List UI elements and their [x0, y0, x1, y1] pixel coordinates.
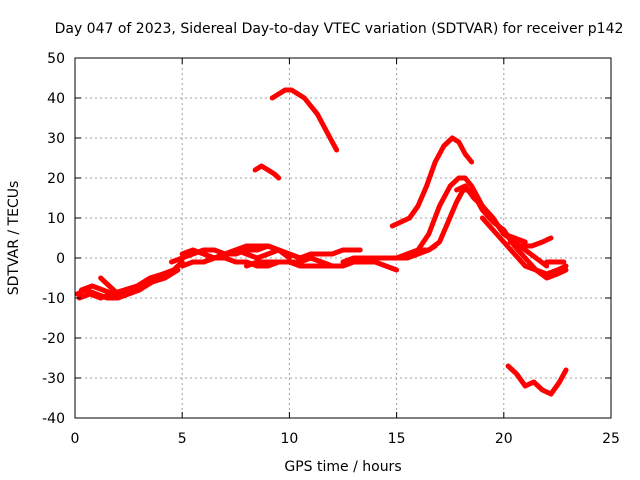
series-line-s12: [252, 163, 282, 181]
x-tick-label: 15: [388, 431, 406, 447]
y-axis-label: SDTVAR / TECUs: [6, 181, 22, 296]
series-line-s8: [201, 247, 314, 265]
y-tick-label: 40: [47, 91, 65, 107]
y-tick-label: 50: [47, 51, 65, 67]
series-line-s9: [244, 255, 400, 273]
series-line-s3: [78, 267, 181, 297]
series-line-s4: [98, 275, 142, 297]
chart-title: Day 047 of 2023, Sidereal Day-to-day VTE…: [55, 21, 624, 37]
x-tick-label: 20: [495, 431, 513, 447]
grid-layer: [75, 58, 611, 418]
series-layer: [74, 87, 569, 397]
y-tick-label: 10: [47, 211, 65, 227]
x-tick-label: 0: [71, 431, 80, 447]
series-line-s19: [507, 235, 554, 249]
series-line-s13: [389, 135, 475, 229]
y-tick-label: -10: [42, 291, 65, 307]
x-tick-label: 25: [602, 431, 620, 447]
y-tick-label: 20: [47, 171, 65, 187]
y-tick-label: 0: [56, 251, 65, 267]
plot-frame: [74, 57, 612, 419]
y-tick-label: -20: [42, 331, 65, 347]
y-tick-label: -40: [42, 411, 65, 427]
y-tick-label: 30: [47, 131, 65, 147]
series-line-s16: [454, 183, 550, 269]
y-tick-label: -30: [42, 371, 65, 387]
series-line-s21: [505, 363, 569, 397]
series-line-s17: [479, 215, 569, 277]
tick-layer: 0 5 10 15 20 25 -40 -30 -20 -10 0 10 20 30 40 50: [42, 51, 620, 447]
series-line-s11: [269, 87, 340, 153]
x-axis-label: GPS time / hours: [284, 459, 401, 475]
x-tick-label: 5: [178, 431, 187, 447]
x-tick-label: 10: [280, 431, 298, 447]
